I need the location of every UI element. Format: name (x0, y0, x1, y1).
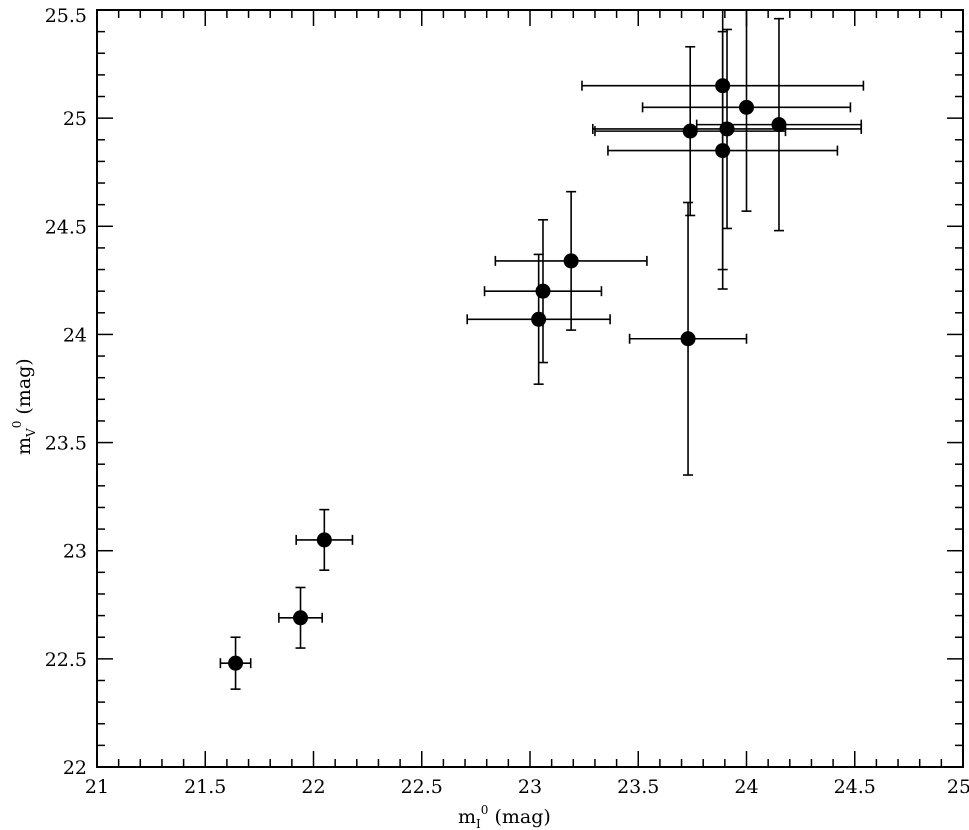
x-tick-label: 23 (518, 776, 542, 798)
x-tick-label: 23.5 (617, 776, 659, 798)
point-marker (316, 532, 332, 548)
point-marker (228, 655, 244, 671)
data-point (494, 190, 648, 331)
axis-tick-labels: 21 21.5 22 22.5 23 23.5 24 24.5 25 22 22.5 23 23.5 24… (45, 5, 969, 798)
x-tick-label: 21.5 (184, 776, 226, 798)
point-marker (535, 283, 551, 299)
x-tick-label: 22.5 (401, 776, 443, 798)
y-tick-label: 24 (63, 324, 87, 346)
y-tick-label: 25 (63, 108, 87, 130)
data-point (295, 508, 354, 571)
point-marker (771, 117, 787, 133)
data-point (466, 253, 611, 385)
y-axis-label: mV0 (mag) (10, 358, 38, 455)
x-tick-label: 24 (734, 776, 758, 798)
plot-frame (96, 9, 964, 768)
y-tick-label: 23.5 (45, 433, 87, 455)
x-tick-label: 25 (947, 776, 969, 798)
point-marker (293, 610, 309, 626)
axis-ticks (96, 9, 964, 768)
data-point (278, 586, 323, 649)
data-point (591, 28, 863, 230)
data-point (219, 636, 252, 690)
data-point (695, 17, 863, 232)
point-marker (680, 331, 696, 347)
y-tick-label: 25.5 (45, 5, 87, 27)
y-tick-label: 22.5 (45, 649, 87, 671)
x-tick-label: 21 (85, 776, 109, 798)
x-tick-label: 24.5 (834, 776, 876, 798)
y-tick-label: 22 (63, 757, 87, 779)
point-marker (563, 253, 579, 269)
data-point (641, 9, 852, 212)
y-tick-label: 24.5 (45, 216, 87, 238)
point-marker (715, 143, 731, 159)
point-marker (739, 99, 754, 115)
data-point (594, 45, 787, 217)
data-points (219, 9, 865, 690)
point-marker (531, 311, 547, 327)
data-point (607, 30, 839, 271)
x-tick-label: 22 (301, 776, 325, 798)
point-marker (719, 121, 735, 137)
data-point (628, 201, 748, 476)
y-tick-label: 23 (63, 541, 87, 563)
point-marker (682, 123, 698, 139)
data-point (483, 218, 603, 364)
x-axis-label: mI0 (mag) (458, 803, 551, 830)
